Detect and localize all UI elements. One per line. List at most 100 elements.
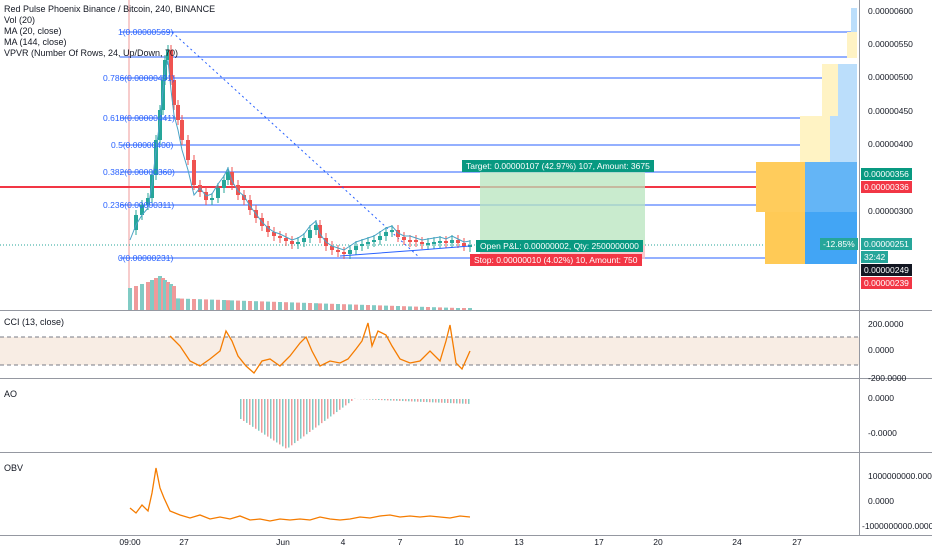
candle-body (272, 232, 276, 236)
ao-bar (264, 399, 266, 435)
time-label: 24 (732, 537, 742, 547)
price-scale[interactable]: 0.00000600 0.00000550 0.00000500 0.00000… (859, 0, 932, 311)
candle-body (438, 241, 442, 243)
ao-bar (309, 399, 311, 432)
candle-body (426, 243, 430, 245)
candle-body (226, 172, 230, 180)
volume-bar (230, 300, 234, 310)
main-chart-pane[interactable]: Red Pulse Phoenix Binance / Bitcoin, 240… (0, 0, 859, 311)
candle-body (372, 240, 376, 242)
open-pnl-label: Open P&L: 0.00000002, Qty: 2500000000 (476, 240, 643, 252)
price-tick: 0.00000600 (868, 6, 913, 16)
volume-bar (468, 308, 472, 310)
ao-bar (333, 399, 335, 415)
volume-bar (324, 303, 328, 310)
time-axis[interactable]: 09:00 27 Jun 4 7 10 13 17 20 24 27 (0, 535, 859, 550)
candle-body (302, 238, 306, 242)
ao-pane[interactable]: AO (0, 379, 859, 453)
ao-bar (351, 399, 353, 401)
volume-bar (169, 284, 173, 310)
volume-bar (318, 303, 322, 310)
candle-body (266, 226, 270, 232)
ao-bar (273, 399, 275, 441)
ao-bar (288, 399, 290, 448)
volume-bar (366, 305, 370, 310)
ao-bar (468, 399, 470, 404)
volume-bar (438, 307, 442, 310)
price-tick: 0.00000550 (868, 39, 913, 49)
volume-bar (158, 276, 162, 310)
cci-title: CCI (13, close) (4, 317, 65, 327)
candle-body (420, 242, 424, 244)
cci-svg (0, 322, 859, 374)
time-label: 20 (653, 537, 663, 547)
fib-label-0618: 0.618(0.00000441) (103, 113, 175, 123)
volume-bar (450, 307, 454, 310)
volume-profile (756, 8, 857, 264)
candle-body (336, 250, 340, 252)
obv-line (129, 467, 471, 522)
volume-bar (176, 298, 180, 310)
candle-body (318, 225, 322, 238)
volume-bar (242, 300, 246, 310)
time-label: 09:00 (119, 537, 141, 547)
legend-vpvr: VPVR (Number Of Rows, 24, Up/Down, 70) (4, 48, 179, 58)
candle-body (216, 188, 220, 198)
ao-bar (294, 399, 296, 444)
time-label: 13 (514, 537, 524, 547)
candle-body (462, 243, 466, 246)
ao-bar (438, 399, 440, 403)
ao-bar (285, 399, 287, 449)
obv-pane[interactable]: OBV (0, 453, 859, 536)
ao-bar (384, 399, 386, 401)
ao-bar (411, 399, 413, 402)
symbol-title: Red Pulse Phoenix Binance / Bitcoin, 240… (4, 4, 216, 14)
volume-bar (216, 299, 220, 310)
volume-bar (432, 307, 436, 310)
ao-scale: 0.0000 -0.0000 (859, 379, 932, 453)
volume-bar (336, 304, 340, 310)
volume-bar (272, 301, 276, 310)
ao-bar (426, 399, 428, 403)
ao-bar (261, 399, 263, 433)
volume-bar (408, 306, 412, 310)
ao-bar (453, 399, 455, 404)
candle-body (360, 244, 364, 246)
volume-bar (163, 280, 167, 310)
ao-bar (459, 399, 461, 404)
candle-body (414, 240, 418, 242)
time-label: 7 (397, 537, 403, 547)
time-label: 27 (179, 537, 189, 547)
ao-bar (372, 399, 374, 400)
ao-bar (312, 399, 314, 430)
obv-svg (129, 467, 471, 522)
ao-bar (450, 399, 452, 404)
ao-bar (423, 399, 425, 402)
volume-bar (210, 299, 214, 310)
volume-bar (204, 299, 208, 310)
ao-bar (456, 399, 458, 404)
volume-bar (278, 302, 282, 310)
volume-bar (456, 308, 460, 310)
volume-bar (426, 307, 430, 310)
obv-tick: 0.0000 (868, 496, 894, 506)
candle-body (444, 241, 448, 243)
cci-pane[interactable]: CCI (13, close) (0, 311, 859, 379)
volume-bar (390, 305, 394, 310)
fib-label-0382: 0.382(0.00000360) (103, 167, 175, 177)
price-tick: 0.00000450 (868, 106, 913, 116)
ao-bar (240, 399, 242, 419)
fib-label-0786: 0.786(0.00000491) (103, 73, 175, 83)
candle-body (284, 238, 288, 241)
ao-bar (276, 399, 278, 443)
ao-bar (429, 399, 431, 403)
candle-body (230, 172, 234, 185)
ao-bar (435, 399, 437, 403)
ao-bar (243, 399, 245, 421)
cci-tick: -200.0000 (868, 373, 907, 383)
volume-bar (378, 305, 382, 310)
candle-body (390, 230, 394, 232)
ao-bar (324, 399, 326, 421)
candle-body (176, 105, 180, 120)
cci-tick: 200.0000 (868, 319, 904, 329)
